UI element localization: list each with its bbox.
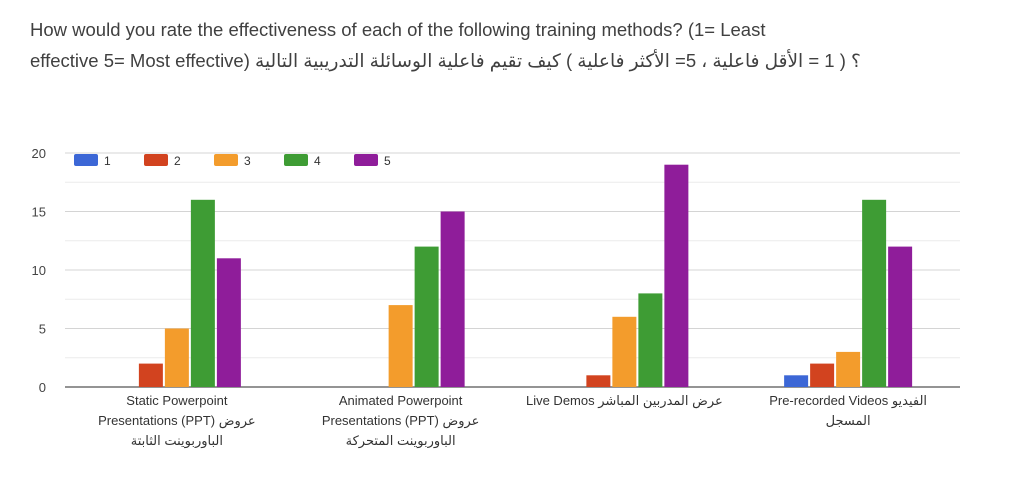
legend-swatch-5 (354, 154, 378, 166)
y-tick-label: 20 (32, 146, 46, 161)
chart-title: How would you rate the effectiveness of … (30, 14, 1010, 76)
bar-3-series-2 (586, 375, 611, 387)
x-category-label: الباوربوينت المتحركة (346, 433, 456, 449)
bar-1-series-2 (138, 363, 163, 387)
legend-label: 1 (104, 154, 111, 168)
x-category-label: Presentations (PPT) عروض (98, 413, 256, 429)
y-tick-label: 0 (39, 380, 46, 395)
bar-1-series-3 (164, 328, 189, 387)
legend-swatch-3 (214, 154, 238, 166)
legend-label: 3 (244, 154, 251, 168)
bar-4-series-5 (888, 246, 913, 387)
bar-4-series-3 (836, 351, 861, 387)
bar-3-series-5 (664, 164, 689, 387)
bar-2-series-4 (414, 246, 439, 387)
bar-1-series-4 (190, 199, 215, 387)
x-category-label: Pre-recorded Videos الفيديو (769, 393, 927, 409)
bar-3-series-4 (638, 293, 663, 387)
legend-swatch-1 (74, 154, 98, 166)
legend-label: 2 (174, 154, 181, 168)
bar-2-series-5 (440, 211, 465, 387)
legend-label: 4 (314, 154, 321, 168)
x-category-label: Animated Powerpoint (339, 393, 463, 408)
bar-3-series-3 (612, 316, 637, 387)
bar-2-series-3 (388, 305, 413, 387)
y-tick-label: 10 (32, 263, 46, 278)
x-category-label: Static Powerpoint (126, 393, 228, 408)
bar-4-series-4 (862, 199, 887, 387)
bar-4-series-2 (810, 363, 835, 387)
bar-4-series-1 (784, 375, 809, 387)
legend-label: 5 (384, 154, 391, 168)
y-tick-label: 5 (39, 322, 46, 337)
title-line-1: How would you rate the effectiveness of … (30, 19, 766, 40)
title-line-2: effective 5= Most effective) ؟ ( 1 = الأ… (30, 50, 861, 71)
legend-swatch-2 (144, 154, 168, 166)
legend-swatch-4 (284, 154, 308, 166)
x-category-label: الباوربوينت الثابتة (131, 433, 223, 449)
x-category-label: Presentations (PPT) عروض (322, 413, 480, 429)
bar-1-series-5 (216, 258, 241, 387)
x-category-label: المسجل (826, 413, 871, 428)
y-tick-label: 15 (32, 205, 46, 220)
x-category-label: Live Demos عرض المدربين المباشر (526, 393, 723, 409)
